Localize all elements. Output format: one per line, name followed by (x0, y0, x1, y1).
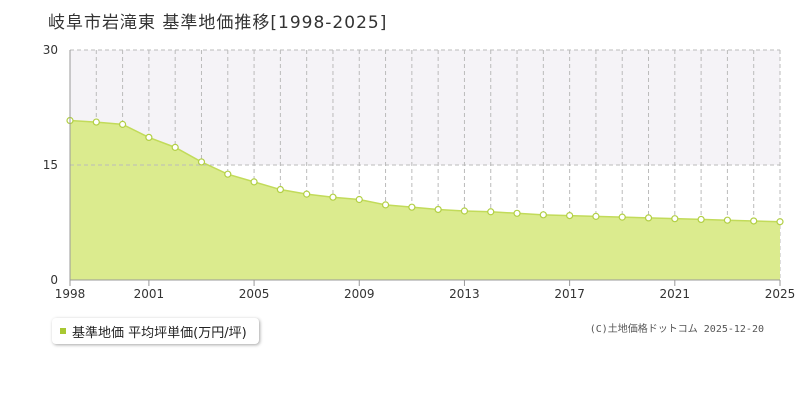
data-point (276, 185, 284, 194)
x-tick-label: 2009 (344, 287, 375, 301)
legend-label: 基準地価 平均坪単価(万円/坪) (72, 325, 247, 341)
data-point (618, 213, 626, 221)
data-point (566, 212, 574, 220)
data-point (513, 209, 521, 217)
chart-legend: 基準地価 平均坪単価(万円/坪) (52, 318, 259, 344)
data-point (303, 190, 311, 198)
legend-swatch (60, 328, 66, 334)
data-point (434, 205, 442, 214)
data-point (592, 212, 600, 220)
data-point (92, 118, 100, 126)
data-point (224, 170, 232, 178)
x-tick-label: 2001 (134, 287, 165, 301)
y-tick-label: 0 (50, 273, 58, 287)
data-point (408, 203, 416, 211)
data-point (197, 158, 206, 166)
x-tick-label: 2005 (239, 287, 270, 301)
series-line (69, 119, 781, 223)
data-point (697, 215, 705, 224)
data-point (381, 201, 390, 209)
chart-title: 岐阜市岩滝東 基準地価推移[1998-2025] (48, 13, 388, 33)
data-point (329, 193, 337, 201)
x-tick-label: 2025 (765, 287, 796, 301)
data-point (355, 195, 363, 204)
data-point (750, 217, 758, 225)
plot-band (70, 50, 780, 165)
data-point (671, 215, 679, 223)
data-point (460, 207, 469, 215)
y-tick-label: 15 (43, 158, 58, 172)
data-point (723, 216, 732, 224)
y-tick-label: 30 (43, 43, 58, 57)
data-point (250, 178, 258, 186)
data-point (644, 214, 653, 222)
data-point (145, 133, 153, 141)
x-tick-label: 1998 (55, 287, 86, 301)
data-point (776, 218, 784, 226)
x-tick-label: 2021 (660, 287, 691, 301)
copyright-text: (C)土地価格ドットコム 2025-12-20 (589, 324, 764, 335)
x-tick-label: 2013 (449, 287, 480, 301)
data-point (118, 120, 127, 128)
data-point (487, 208, 495, 216)
data-point (539, 211, 547, 219)
series-area (70, 120, 780, 281)
data-point (171, 143, 179, 151)
x-tick-label: 2017 (554, 287, 585, 301)
